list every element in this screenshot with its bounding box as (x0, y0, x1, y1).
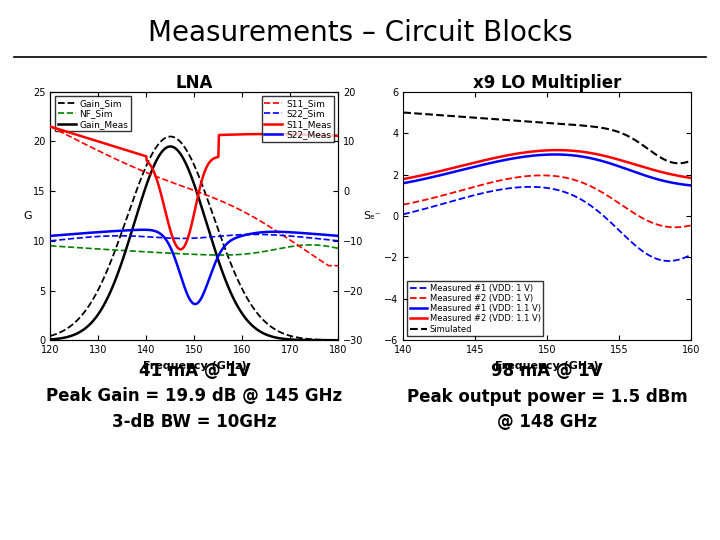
Measured #1 (VDD: 1 V): (140, 0.0952): 1 V): (140, 0.0952) (400, 211, 408, 217)
Title: x9 LO Multiplier: x9 LO Multiplier (473, 73, 621, 92)
Measured #2 (VDD: 1 V): (140, 0.558): 1 V): (140, 0.558) (400, 201, 408, 208)
Text: Measurements – Circuit Blocks: Measurements – Circuit Blocks (148, 19, 572, 47)
Measured #1 (VDD: 1 V): (152, 0.962): 1 V): (152, 0.962) (570, 193, 579, 199)
Line: Measured #2 (VDD: 1 V): Measured #2 (VDD: 1 V) (403, 176, 691, 227)
Measured #1 (VDD: 1.1 V): (140, 1.58): 1.1 V): (140, 1.58) (399, 180, 408, 186)
Measured #1 (VDD: 1.1 V): (152, 2.88): 1.1 V): (152, 2.88) (576, 153, 585, 159)
Legend: S11_Sim, S22_Sim, S11_Meas, S22_Meas: S11_Sim, S22_Sim, S11_Meas, S22_Meas (261, 96, 334, 142)
Measured #1 (VDD: 1.1 V): (158, 1.68): 1.1 V): (158, 1.68) (661, 178, 670, 185)
Title: LNA: LNA (176, 73, 213, 92)
Measured #1 (VDD: 1.1 V): (140, 1.59): 1.1 V): (140, 1.59) (400, 180, 408, 186)
Measured #2 (VDD: 1.1 V): (158, 2.08): 1.1 V): (158, 2.08) (661, 170, 670, 176)
Measured #1 (VDD: 1 V): (152, 0.939): 1 V): (152, 0.939) (571, 193, 580, 200)
Line: Measured #2 (VDD: 1.1 V): Measured #2 (VDD: 1.1 V) (403, 150, 691, 179)
Measured #2 (VDD: 1.1 V): (140, 1.78): 1.1 V): (140, 1.78) (399, 176, 408, 183)
Measured #2 (VDD: 1 V): (160, -0.452): 1 V): (160, -0.452) (687, 222, 696, 228)
Simulated (642, 144, 650, 151)
Measured #2 (VDD: 1 V): (152, 1.74): 1 V): (152, 1.74) (570, 177, 579, 183)
Measured #1 (VDD: 1.1 V): (157, 1.93): 1.1 V): (157, 1.93) (642, 173, 651, 179)
Measured #1 (VDD: 1 V): (149, 1.41): 1 V): (149, 1.41) (526, 184, 535, 190)
Legend: Measured #1 (VDD: 1 V), Measured #2 (VDD: 1 V), Measured #1 (VDD: 1.1 V), Measur: Measured #1 (VDD: 1 V), Measured #2 (VDD… (408, 281, 544, 336)
Measured #1 (VDD: 1 V): (140, 0.0844): 1 V): (140, 0.0844) (399, 211, 408, 218)
X-axis label: Frequency (GHz): Frequency (GHz) (495, 361, 599, 370)
Simulated (675, 160, 683, 166)
Measured #2 (VDD: 1.1 V): (152, 3.14): 1.1 V): (152, 3.14) (571, 148, 580, 154)
Measured #2 (VDD: 1 V): (152, 1.65): 1 V): (152, 1.65) (576, 179, 585, 185)
Measured #2 (VDD: 1 V): (152, 1.73): 1 V): (152, 1.73) (571, 177, 580, 184)
Simulated (575, 122, 584, 129)
Measured #2 (VDD: 1 V): (159, -0.546): 1 V): (159, -0.546) (670, 224, 679, 231)
Measured #1 (VDD: 1 V): (158, -2.17): 1 V): (158, -2.17) (661, 258, 670, 264)
Measured #1 (VDD: 1 V): (158, -2.17): 1 V): (158, -2.17) (665, 258, 673, 264)
Measured #1 (VDD: 1.1 V): (160, 1.47): 1.1 V): (160, 1.47) (687, 182, 696, 188)
Measured #1 (VDD: 1 V): (152, 0.818): 1 V): (152, 0.818) (576, 196, 585, 202)
Measured #1 (VDD: 1.1 V): (151, 2.97): 1.1 V): (151, 2.97) (551, 151, 559, 158)
Measured #1 (VDD: 1 V): (157, -1.84): 1 V): (157, -1.84) (642, 251, 651, 257)
Measured #2 (VDD: 1.1 V): (157, 2.32): 1.1 V): (157, 2.32) (642, 165, 651, 171)
Line: Simulated: Simulated (403, 112, 691, 163)
Simulated (400, 109, 408, 116)
Text: 98 mA @ 1V
Peak output power = 1.5 dBm
@ 148 GHz: 98 mA @ 1V Peak output power = 1.5 dBm @… (407, 362, 688, 431)
X-axis label: Frequency (GHz): Frequency (GHz) (143, 361, 246, 370)
Measured #2 (VDD: 1.1 V): (152, 3.12): 1.1 V): (152, 3.12) (576, 148, 585, 155)
Measured #2 (VDD: 1 V): (158, -0.507): 1 V): (158, -0.507) (661, 223, 670, 230)
Y-axis label: Sₑ⁻: Sₑ⁻ (364, 211, 381, 221)
Simulated (660, 156, 669, 163)
Measured #2 (VDD: 1 V): (157, -0.212): 1 V): (157, -0.212) (642, 217, 651, 224)
Measured #2 (VDD: 1.1 V): (140, 1.79): 1.1 V): (140, 1.79) (400, 176, 408, 182)
Measured #2 (VDD: 1.1 V): (152, 3.15): 1.1 V): (152, 3.15) (570, 147, 579, 154)
Measured #2 (VDD: 1.1 V): (151, 3.18): 1.1 V): (151, 3.18) (553, 147, 562, 153)
Y-axis label: G: G (23, 211, 32, 221)
Simulated (570, 122, 579, 128)
Measured #2 (VDD: 1 V): (150, 1.96): 1 V): (150, 1.96) (538, 172, 546, 179)
Simulated (570, 122, 578, 128)
Measured #1 (VDD: 1.1 V): (152, 2.92): 1.1 V): (152, 2.92) (570, 152, 579, 159)
Text: 41 mA @ 1V
Peak Gain = 19.9 dB @ 145 GHz
3-dB BW = 10GHz: 41 mA @ 1V Peak Gain = 19.9 dB @ 145 GHz… (46, 362, 343, 431)
Line: Measured #1 (VDD: 1 V): Measured #1 (VDD: 1 V) (403, 187, 691, 261)
Measured #2 (VDD: 1 V): (140, 0.549): 1 V): (140, 0.549) (399, 201, 408, 208)
Simulated (687, 157, 696, 164)
Line: Measured #1 (VDD: 1.1 V): Measured #1 (VDD: 1.1 V) (403, 154, 691, 185)
Measured #2 (VDD: 1.1 V): (160, 1.83): 1.1 V): (160, 1.83) (687, 175, 696, 181)
Measured #1 (VDD: 1 V): (160, -1.87): 1 V): (160, -1.87) (687, 252, 696, 258)
Legend: Gain_Sim, NF_Sim, Gain_Meas: Gain_Sim, NF_Sim, Gain_Meas (55, 96, 131, 131)
Measured #1 (VDD: 1.1 V): (152, 2.91): 1.1 V): (152, 2.91) (571, 152, 580, 159)
Simulated (399, 109, 408, 116)
